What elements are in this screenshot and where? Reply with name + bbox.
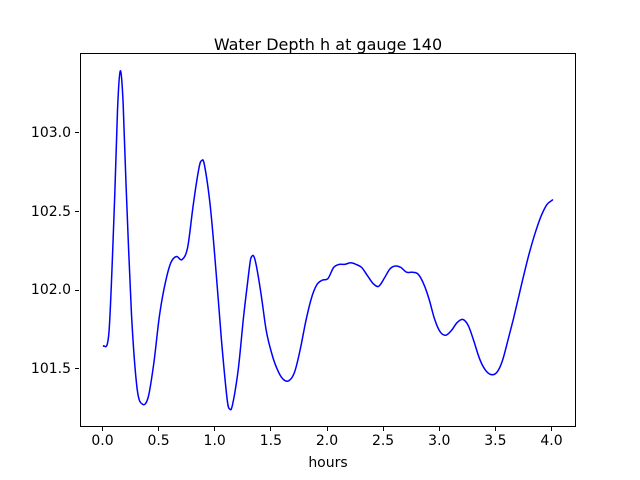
x-tick-mark [382,427,384,431]
x-tick-label: 0.5 [147,433,170,449]
x-tick-mark [214,427,216,431]
x-tick-mark [270,427,272,431]
y-tick-mark [75,368,79,370]
x-tick-label: 1.5 [259,433,283,449]
y-tick-label: 102.0 [30,282,71,299]
x-tick-label: 4.0 [540,433,563,449]
data-line-h [102,70,554,411]
y-tick-label: 103.0 [30,124,71,141]
x-tick-mark [551,427,552,431]
chart-title: Water Depth h at gauge 140 [213,35,443,54]
x-axis-label: hours [308,455,348,471]
x-tick-label: 1.0 [203,433,226,449]
x-tick-mark [326,427,328,431]
plot-canvas [102,70,554,411]
y-tick-label: 101.5 [30,360,71,377]
plot-area [80,53,576,427]
x-tick-label: 2.5 [371,433,395,449]
x-tick-mark [494,427,496,431]
y-tick-mark [75,289,79,291]
x-tick-label: 3.5 [484,433,507,449]
x-tick-mark [438,427,440,431]
x-tick-label: 2.0 [315,433,339,449]
y-tick-label: 102.5 [30,203,71,220]
x-tick-label: 0.0 [91,433,114,449]
y-tick-mark [75,132,79,134]
x-tick-mark [158,427,160,431]
y-tick-mark [75,211,79,212]
x-tick-label: 3.0 [428,433,451,449]
x-tick-mark [102,427,103,431]
